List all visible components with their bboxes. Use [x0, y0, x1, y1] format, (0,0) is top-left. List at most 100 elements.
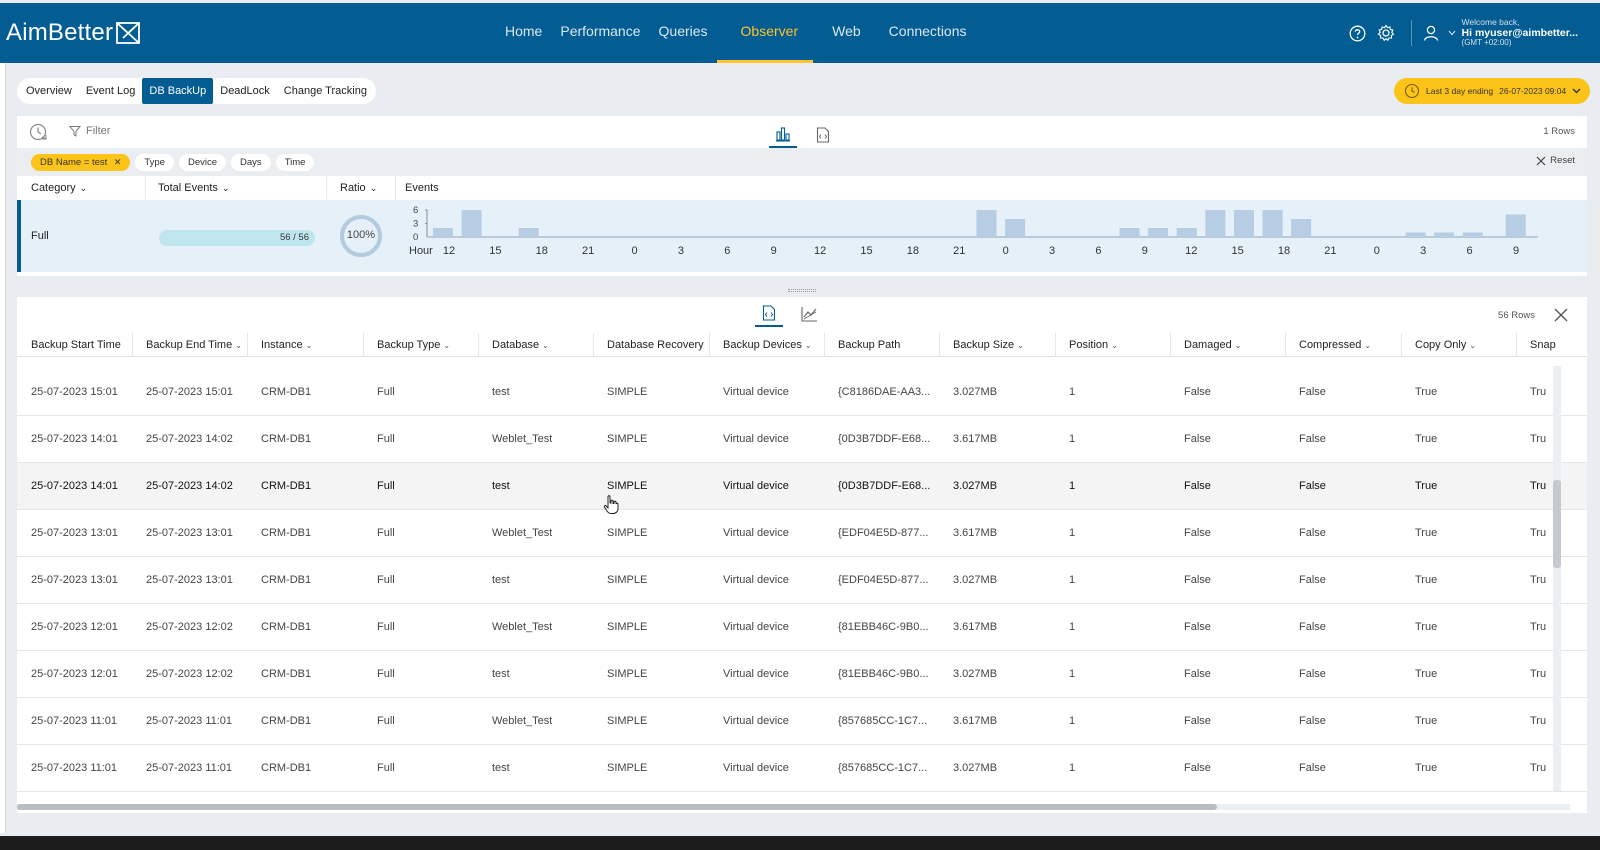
sort-chevron-icon[interactable]: ⌄ — [305, 341, 313, 350]
events-chart[interactable]: 6 3 0 Hour 12 15 18 21 0 3 6 9 12 15 18 21 0 3 6 9 12 15 18 21 0… — [401, 202, 1561, 262]
time-range-selector[interactable]: Last 3 day ending 26-07-2023 09:04 — [1394, 78, 1590, 104]
cell-backup-devices: Virtual device — [723, 574, 789, 586]
filter-chip-days[interactable]: Days — [231, 153, 271, 171]
line-chart-icon[interactable] — [795, 301, 823, 327]
column-header-damaged[interactable]: Damaged ⌄ — [1184, 333, 1241, 357]
bar-chart-icon[interactable] — [769, 122, 797, 148]
sort-chevron-icon[interactable]: ⌄ — [1234, 341, 1242, 350]
cell-damaged: False — [1184, 621, 1211, 633]
nav-observer[interactable]: Observer — [716, 3, 814, 63]
sort-chevron-icon[interactable]: ⌄ — [1364, 341, 1372, 350]
table-row[interactable]: 25-07-2023 13:01 25-07-2023 13:01 CRM-DB1 F… — [17, 557, 1587, 604]
cell-snap: Tru — [1530, 527, 1547, 539]
cell-backup-type: Full — [377, 386, 395, 398]
cell-backup-devices: Virtual device — [723, 715, 789, 727]
panel-resize-handle[interactable] — [17, 284, 1587, 296]
sort-chevron-icon[interactable]: ⌄ — [235, 341, 242, 350]
summary-view-switch — [769, 122, 849, 148]
filter-chip-type[interactable]: Type — [135, 153, 174, 171]
nav-performance[interactable]: Performance — [560, 23, 641, 39]
cell-backup-end-time: 25-07-2023 14:02 — [146, 433, 233, 445]
cell-backup-path: {0D3B7DDF-E68... — [838, 433, 931, 445]
active-filter-chip[interactable]: DB Name = test ✕ — [31, 153, 131, 171]
filter-chip-time[interactable]: Time — [275, 153, 315, 171]
user-icon[interactable] — [1420, 22, 1442, 44]
nav-connections[interactable]: Connections — [888, 23, 967, 39]
table-row[interactable]: 25-07-2023 13:01 25-07-2023 13:01 CRM-DB1 F… — [17, 510, 1587, 557]
brand-logo[interactable]: AimBetter — [6, 19, 141, 47]
table-rows-count: 56 Rows — [1498, 310, 1535, 321]
horizontal-scrollbar[interactable] — [17, 804, 1570, 810]
taskbar — [0, 836, 1600, 850]
user-info[interactable]: Welcome back, Hi myuser@aimbetter... (GM… — [1462, 17, 1578, 48]
ratio-header[interactable]: Ratio ⌄ — [340, 182, 378, 194]
reset-button[interactable]: Reset — [1536, 155, 1575, 166]
remove-chip-icon[interactable]: ✕ — [111, 156, 122, 167]
tab-change-tracking[interactable]: Change Tracking — [283, 85, 367, 97]
table-row[interactable]: 25-07-2023 12:01 25-07-2023 12:02 CRM-DB1 F… — [17, 651, 1587, 698]
gear-icon[interactable] — [1375, 22, 1397, 44]
column-header-position[interactable]: Position ⌄ — [1069, 333, 1118, 357]
tab-overview[interactable]: Overview — [26, 85, 72, 97]
code-file-icon[interactable] — [755, 301, 783, 327]
column-header-database[interactable]: Database ⌄ — [492, 333, 549, 357]
category-header[interactable]: Category ⌄ — [31, 182, 88, 194]
x-tick-label: 0 — [1003, 245, 1009, 257]
sort-chevron-icon[interactable]: ⌄ — [804, 341, 812, 350]
cell-backup-end-time: 25-07-2023 13:01 — [146, 527, 233, 539]
nav-home[interactable]: Home — [505, 23, 543, 39]
cell-snap: Tru — [1530, 480, 1547, 492]
table-row[interactable]: 25-07-2023 11:01 25-07-2023 11:01 CRM-DB1 F… — [17, 745, 1587, 792]
sort-chevron-icon[interactable]: ⌄ — [542, 341, 549, 350]
table-row[interactable]: 25-07-2023 12:01 25-07-2023 12:02 CRM-DB1 F… — [17, 604, 1587, 651]
tab-deadlock[interactable]: DeadLock — [220, 85, 270, 97]
summary-row[interactable]: Full 56 / 56 100% 6 3 0 Hour 12 15 18 21 0 3 6 9 12 1… — [17, 200, 1587, 272]
help-icon[interactable] — [1347, 22, 1369, 44]
filter-button[interactable]: Filter — [69, 125, 110, 137]
column-header-backup-path[interactable]: Backup Path — [838, 333, 900, 357]
cell-backup-size: 3.027MB — [953, 668, 998, 680]
vertical-scrollbar[interactable] — [1553, 366, 1561, 791]
nav-queries[interactable]: Queries — [658, 23, 708, 39]
filter-chip-device[interactable]: Device — [178, 153, 227, 171]
table-row[interactable]: 25-07-2023 14:01 25-07-2023 14:02 CRM-DB1 F… — [17, 416, 1587, 463]
table-toolbar: 56 Rows — [17, 297, 1587, 333]
column-header-copy-only[interactable]: Copy Only ⌄ — [1415, 333, 1476, 357]
table-row[interactable]: 25-07-2023 15:01 25-07-2023 15:01 CRM-DB1 F… — [17, 369, 1587, 416]
chevron-down-icon[interactable] — [1448, 30, 1456, 36]
tab-event-log[interactable]: Event Log — [85, 85, 136, 97]
table-row[interactable]: 25-07-2023 11:01 25-07-2023 11:01 CRM-DB1 F… — [17, 698, 1587, 745]
event-bar — [1233, 210, 1254, 237]
scrollbar-thumb[interactable] — [1553, 480, 1561, 568]
code-file-icon[interactable] — [809, 122, 837, 148]
column-header-backup-size[interactable]: Backup Size ⌄ — [953, 333, 1024, 357]
column-header-compressed[interactable]: Compressed ⌄ — [1299, 333, 1371, 357]
column-header-backup-type[interactable]: Backup Type ⌄ — [377, 333, 450, 357]
table-row[interactable]: 25-07-2023 14:01 25-07-2023 14:02 CRM-DB1 F… — [17, 463, 1587, 510]
column-header-backup-devices[interactable]: Backup Devices ⌄ — [723, 333, 812, 357]
column-header-label: Position — [1069, 339, 1109, 351]
sort-chevron-icon[interactable]: ⌄ — [1111, 341, 1118, 350]
left-sidebar-collapsed[interactable] — [0, 63, 6, 833]
history-icon[interactable] — [27, 122, 49, 145]
cell-snap: Tru — [1530, 433, 1547, 445]
summary-toolbar: Filter 1 Rows — [17, 116, 1587, 148]
cell-backup-path: {C8186DAE-AA3... — [838, 386, 931, 398]
cell-backup-end-time: 25-07-2023 13:01 — [146, 574, 233, 586]
sort-chevron-icon[interactable]: ⌄ — [1017, 341, 1024, 350]
scrollbar-thumb[interactable] — [17, 804, 1217, 810]
column-header-instance[interactable]: Instance ⌄ — [261, 333, 312, 357]
sort-chevron-icon[interactable]: ⌄ — [1469, 341, 1477, 350]
column-header-database-recovery[interactable]: Database Recovery — [607, 333, 704, 357]
total-events-header[interactable]: Total Events ⌄ — [158, 182, 230, 194]
close-icon[interactable] — [1553, 307, 1569, 326]
sort-chevron-icon[interactable]: ⌄ — [443, 341, 451, 350]
x-tick-label: 21 — [582, 245, 594, 257]
tab-db-backup[interactable]: DB BackUp — [142, 78, 214, 104]
nav-web[interactable]: Web — [832, 23, 861, 39]
column-header-backup-start-time[interactable]: Backup Start Time — [31, 333, 121, 357]
column-header-snap[interactable]: Snap — [1530, 333, 1556, 357]
divider — [1410, 20, 1412, 46]
event-bar — [1505, 214, 1526, 237]
column-header-backup-end-time[interactable]: Backup End Time ⌄ — [146, 333, 242, 357]
